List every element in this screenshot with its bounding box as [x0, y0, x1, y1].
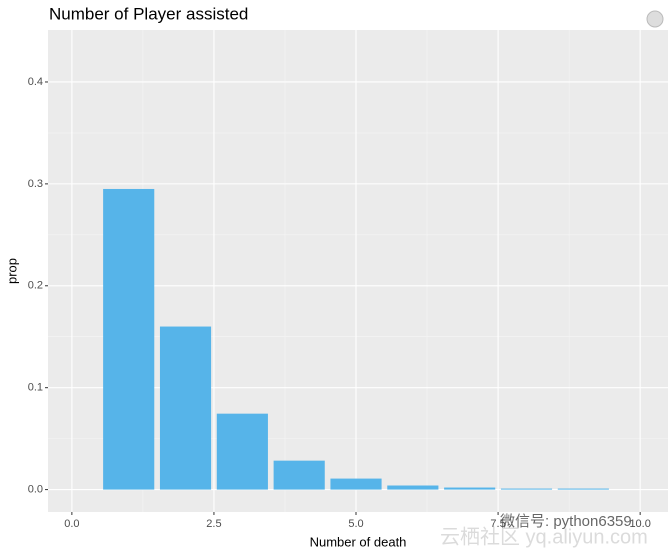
x-tick-label: 10.0 — [629, 518, 650, 530]
y-tick-label: 0.0 — [28, 483, 43, 495]
x-tick-label: 0.0 — [64, 518, 79, 530]
bar — [273, 460, 325, 490]
bar — [387, 485, 439, 490]
y-axis-title: prop — [4, 258, 19, 284]
bar — [330, 478, 382, 490]
x-tick-label: 7.5 — [490, 518, 505, 530]
bars — [103, 188, 609, 490]
bar — [444, 487, 496, 490]
watermark-site: 云栖社区 yq.aliyun.com — [440, 525, 648, 548]
y-tick-label: 0.2 — [28, 280, 43, 292]
y-tick-label: 0.4 — [28, 76, 43, 88]
bar — [216, 413, 268, 490]
x-axis-title: Number of death — [310, 534, 407, 549]
y-tick-label: 0.3 — [28, 178, 43, 190]
bar — [500, 488, 553, 490]
x-tick-label: 2.5 — [206, 518, 221, 530]
bar — [159, 326, 212, 490]
bar — [103, 188, 155, 490]
chart-title: Number of Player assisted — [49, 4, 248, 23]
icon — [646, 10, 664, 28]
watermark-id: 微信号: python6359 — [500, 513, 632, 530]
y-tick-label: 0.1 — [28, 382, 43, 394]
bar — [557, 488, 609, 490]
x-tick-label: 5.0 — [348, 518, 363, 530]
